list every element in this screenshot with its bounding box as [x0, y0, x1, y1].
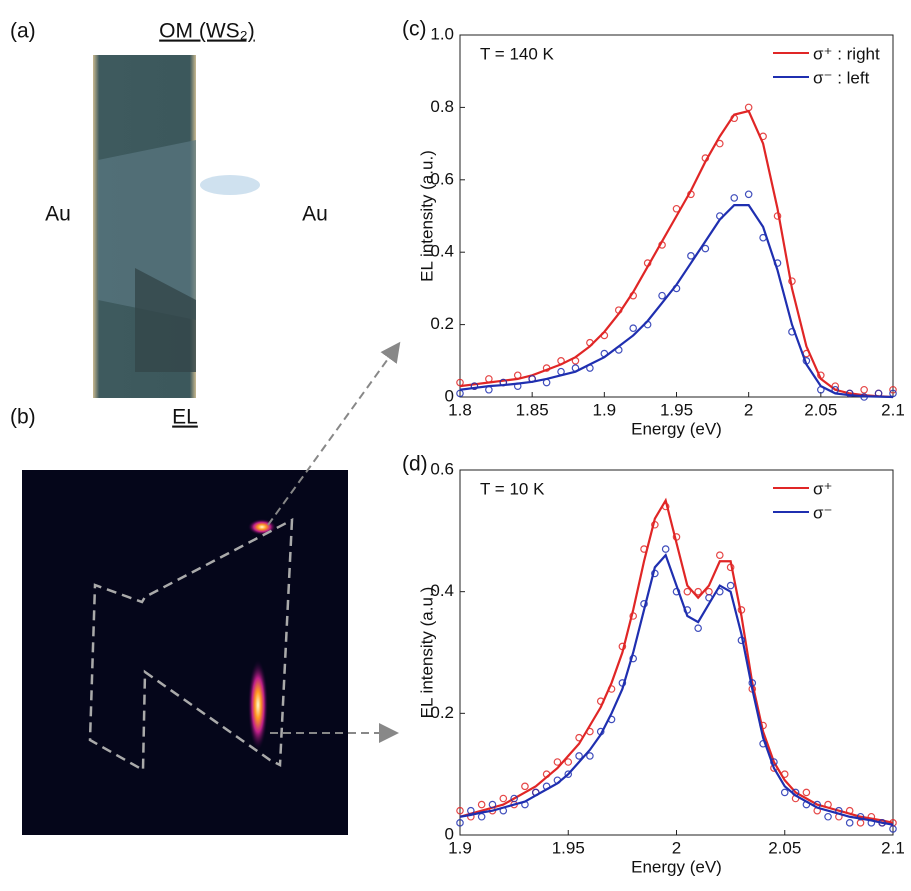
y-tick-label: 0.8: [430, 97, 454, 116]
data-point: [499, 794, 508, 803]
x-tick-label: 1.95: [552, 838, 585, 857]
x-tick-label: 2.1: [881, 838, 905, 857]
data-point: [701, 244, 710, 253]
data-point: [730, 194, 739, 202]
data-point: [694, 587, 702, 596]
data-point: [488, 800, 497, 809]
fit-line: [459, 109, 894, 399]
flake: [98, 140, 196, 320]
panel-label: (b): [10, 406, 36, 429]
data-point: [824, 812, 832, 821]
data-point: [802, 788, 811, 797]
y-tick-label: 0.6: [430, 459, 454, 478]
legend-label: σ⁻: [813, 503, 832, 522]
data-point: [694, 624, 702, 632]
data-point: [510, 794, 518, 803]
x-tick-label: 1.9: [448, 838, 472, 857]
y-tick-label: 0: [445, 386, 454, 405]
x-axis-label: Energy (eV): [631, 419, 722, 438]
data-point: [744, 103, 753, 112]
panel-label: (a): [10, 20, 36, 43]
electrode-label: Au: [45, 203, 71, 226]
pointer-arrow: [267, 341, 401, 526]
data-point: [661, 545, 670, 553]
panel-label: (c): [402, 18, 427, 41]
data-point: [564, 758, 573, 766]
y-axis-label: EL intensity (a.u.): [417, 150, 436, 282]
x-tick-label: 1.85: [516, 400, 549, 419]
y-tick-label: 0.6: [430, 169, 454, 188]
data-point: [456, 819, 464, 827]
x-tick-label: 2.05: [768, 838, 801, 857]
legend-label: σ⁺ : right: [813, 44, 880, 63]
el-image: [22, 470, 348, 835]
data-point: [780, 788, 789, 797]
x-tick-label: 2.05: [804, 400, 837, 419]
y-tick-label: 0.2: [430, 314, 454, 333]
x-axis-label: Energy (eV): [631, 857, 722, 876]
y-tick-label: 0.2: [430, 703, 454, 722]
legend-label: σ⁺: [813, 479, 832, 498]
data-point: [715, 551, 724, 559]
panel-title: OM (WS₂): [159, 20, 255, 43]
plot-frame: [459, 469, 894, 836]
data-point: [658, 291, 666, 300]
annotation: T = 10 K: [480, 479, 545, 498]
x-tick-label: 2.1: [881, 400, 905, 419]
fit-line: [459, 497, 894, 824]
panel-title: EL: [172, 406, 198, 429]
data-point: [553, 758, 562, 766]
data-point: [477, 812, 486, 821]
x-tick-label: 1.9: [593, 400, 617, 419]
y-tick-label: 0.4: [430, 581, 454, 600]
flake-shadow: [135, 268, 196, 372]
data-point: [477, 800, 486, 809]
data-point: [564, 770, 573, 778]
data-point: [889, 385, 897, 394]
legend-label: σ⁻ : left: [813, 68, 870, 87]
data-point: [586, 752, 594, 760]
flake-outline: [88, 517, 294, 773]
x-tick-label: 2: [744, 400, 753, 419]
data-point: [575, 752, 583, 760]
flake-bright: [200, 175, 260, 195]
x-tick-label: 1.95: [660, 400, 693, 419]
emission-spot: [248, 660, 268, 750]
data-point: [456, 389, 464, 398]
data-point: [744, 190, 753, 199]
data-point: [845, 389, 854, 398]
panel-label: (d): [402, 453, 428, 476]
fit-line: [459, 204, 894, 399]
data-point: [456, 806, 464, 815]
data-point: [629, 324, 638, 333]
data-point: [683, 587, 692, 596]
y-tick-label: 1.0: [430, 24, 454, 43]
y-axis-label: EL intensity (a.u.): [417, 587, 436, 719]
data-point: [856, 812, 865, 821]
x-tick-label: 2: [672, 838, 681, 857]
y-tick-label: 0.4: [430, 242, 454, 261]
data-point: [470, 382, 479, 390]
data-point: [860, 385, 868, 394]
data-point: [687, 252, 695, 260]
annotation: T = 140 K: [480, 44, 555, 63]
data-point: [856, 819, 865, 827]
y-tick-label: 0: [445, 824, 454, 843]
x-tick-label: 1.8: [448, 400, 472, 419]
electrode-label: Au: [302, 203, 328, 226]
data-point: [521, 782, 529, 791]
fit-line: [459, 553, 894, 826]
data-point: [726, 581, 735, 590]
data-point: [889, 825, 897, 833]
data-point: [845, 819, 854, 827]
